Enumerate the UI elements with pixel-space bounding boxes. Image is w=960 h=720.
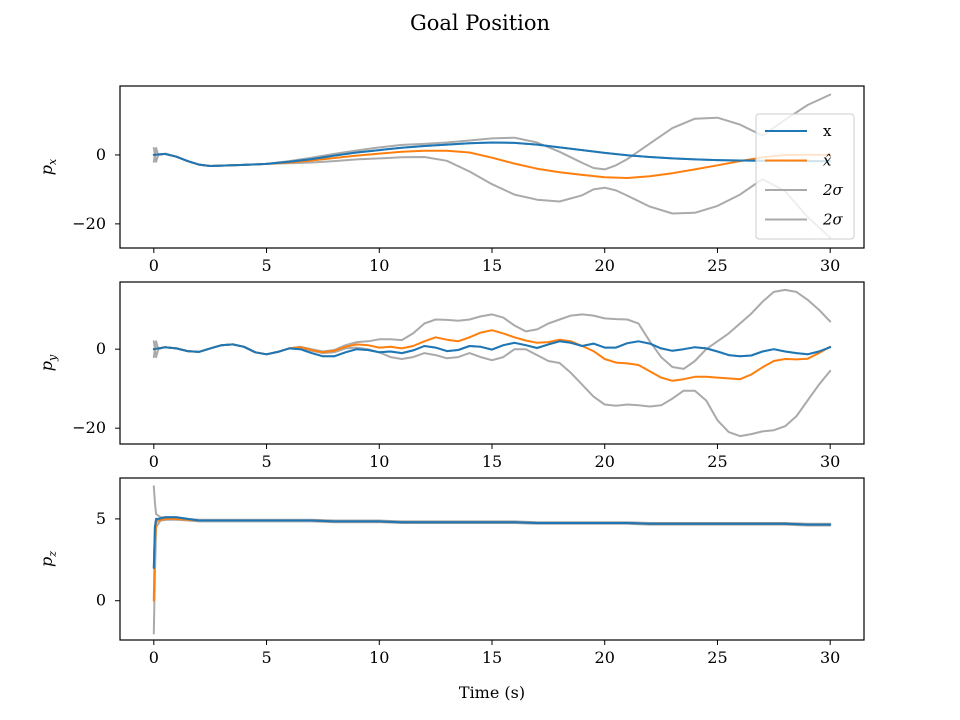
x-tick-label: 20 xyxy=(595,648,615,667)
legend-label: x̂ xyxy=(823,152,832,170)
series-line-2hat-upper xyxy=(152,485,832,525)
x-tick-label: 5 xyxy=(261,452,271,471)
x-tick-label: 30 xyxy=(820,452,840,471)
series-group xyxy=(152,93,832,239)
ylabel-z: pz xyxy=(37,551,59,567)
series-line-x-overlay xyxy=(153,141,831,167)
series-line-2hat-lower xyxy=(152,147,832,239)
x-tick-label: 10 xyxy=(369,452,389,471)
ylabel-y: py xyxy=(37,354,59,371)
x-tick-label: 30 xyxy=(820,256,840,275)
figure-title: Goal Position xyxy=(410,11,550,35)
subplots: 0 5 10 15 20 25 30 0 −20 px x x̂ 2σ 2σ 0 5 10 15 20 25 30 0 −2… xyxy=(37,85,865,702)
x-axis-label: Time (s) xyxy=(459,683,525,702)
x-tick-label: 25 xyxy=(707,648,727,667)
y-tick-label: −20 xyxy=(72,214,106,233)
axes-frame xyxy=(119,281,865,445)
x-tick-label: 0 xyxy=(149,452,159,471)
x-tick-label: 5 xyxy=(261,256,271,275)
x-tick-label: 25 xyxy=(707,452,727,471)
y-tick-label: 0 xyxy=(96,145,106,164)
x-tick-label: 20 xyxy=(595,452,615,471)
axes-frame xyxy=(119,85,865,249)
axes-frame xyxy=(119,477,865,641)
x-tick-label: 25 xyxy=(707,256,727,275)
y-tick-label: 0 xyxy=(96,591,106,610)
legend-label: 2σ xyxy=(822,211,844,229)
subplot-1: 0 5 10 15 20 25 30 0 −20 px x x̂ 2σ 2σ xyxy=(37,85,865,275)
x-tick-label: 20 xyxy=(595,256,615,275)
y-tick-label: 0 xyxy=(96,339,106,358)
series-line-xhat xyxy=(152,517,832,602)
x-tick-label: 0 xyxy=(149,256,159,275)
y-tick-label: −20 xyxy=(72,418,106,437)
x-tick-label: 15 xyxy=(482,256,502,275)
y-tick-label: 5 xyxy=(96,509,106,528)
series-line-x-overlay xyxy=(153,340,831,358)
subplot-3: 0 5 10 15 20 25 30 5 0 pz Time (s) xyxy=(37,477,865,702)
legend-box xyxy=(755,113,855,240)
x-tick-label: 30 xyxy=(820,648,840,667)
x-tick-label: 10 xyxy=(369,256,389,275)
ylabel-x: px xyxy=(37,158,59,175)
x-tick-label: 0 xyxy=(149,648,159,667)
series-line-2hat-lower xyxy=(152,518,832,635)
x-tick-label: 15 xyxy=(482,452,502,471)
legend-label: 2σ xyxy=(822,181,844,199)
x-tick-label: 15 xyxy=(482,648,502,667)
legend-label: x xyxy=(823,122,832,140)
series-group xyxy=(152,485,832,635)
series-line-x-overlay xyxy=(152,516,831,569)
subplot-2: 0 5 10 15 20 25 30 0 −20 py xyxy=(37,281,865,471)
x-tick-label: 5 xyxy=(261,648,271,667)
series-group xyxy=(152,288,832,438)
legend: x x̂ 2σ 2σ xyxy=(755,113,855,240)
x-tick-label: 10 xyxy=(369,648,389,667)
